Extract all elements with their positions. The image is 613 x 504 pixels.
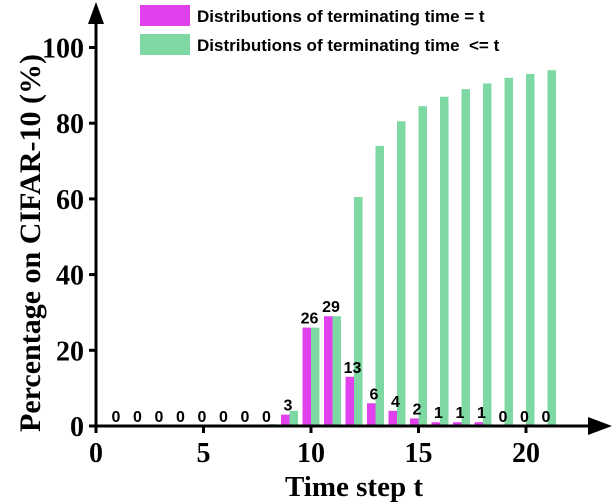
y-tick-label: 60 — [56, 185, 84, 216]
x-tick-label: 10 — [297, 438, 325, 469]
y-tick-label: 40 — [56, 261, 84, 292]
data-label: 0 — [262, 409, 271, 426]
bar-terminating-le-t — [526, 73, 535, 427]
data-label: 1 — [477, 405, 486, 422]
bar-terminating-eq-t — [302, 327, 311, 426]
data-label: 0 — [499, 409, 508, 426]
x-tick-label: 15 — [405, 438, 433, 469]
data-label: 0 — [133, 409, 142, 426]
bar-terminating-le-t — [483, 83, 492, 427]
y-tick-label: 80 — [56, 109, 84, 140]
data-label: 0 — [155, 409, 164, 426]
bar-terminating-le-t — [311, 327, 320, 426]
data-label: 0 — [219, 409, 228, 426]
y-axis-title: Percentage on CIFAR-10 (%) — [14, 54, 47, 432]
bar-terminating-le-t — [461, 89, 470, 426]
bar-terminating-le-t — [397, 121, 406, 427]
bar-terminating-le-t — [354, 197, 363, 426]
data-label: 6 — [370, 386, 379, 403]
data-label: 0 — [176, 409, 185, 426]
bar-terminating-le-t — [332, 316, 341, 426]
data-label: 0 — [112, 409, 121, 426]
x-tick-label: 5 — [197, 438, 211, 469]
bar-terminating-eq-t — [324, 316, 333, 426]
data-label: 1 — [434, 405, 443, 422]
bar-terminating-le-t — [289, 410, 298, 426]
x-tick-label: 0 — [89, 438, 103, 469]
bar-terminating-eq-t — [453, 422, 462, 426]
data-label: 2 — [413, 401, 422, 418]
x-axis-title: Time step t — [285, 471, 423, 503]
data-label: 0 — [198, 409, 207, 426]
data-label: 0 — [542, 409, 551, 426]
data-label: 3 — [284, 398, 293, 415]
data-label: 13 — [344, 360, 362, 377]
bar-terminating-eq-t — [281, 414, 290, 426]
legend-swatch-series-1 — [140, 5, 190, 26]
bar-terminating-eq-t — [431, 422, 440, 426]
data-label: 0 — [241, 409, 250, 426]
bar-terminating-eq-t — [388, 410, 397, 426]
bar-terminating-le-t — [418, 106, 427, 426]
legend-label-series-1: Distributions of terminating time = t — [197, 7, 485, 26]
y-tick-label: 100 — [42, 34, 84, 65]
bar-terminating-le-t — [440, 96, 449, 426]
legend-swatch-series-2 — [140, 34, 190, 55]
data-label: 26 — [301, 311, 319, 328]
axes-layer — [88, 2, 612, 435]
x-tick-label: 20 — [512, 438, 540, 469]
x-axis-arrow — [588, 417, 612, 435]
data-label: 0 — [520, 409, 529, 426]
bar-terminating-eq-t — [367, 403, 376, 426]
bar-terminating-eq-t — [410, 418, 419, 426]
data-label: 4 — [391, 394, 400, 411]
data-label: 29 — [322, 299, 340, 316]
bars-layer — [268, 70, 556, 427]
bar-terminating-le-t — [375, 145, 384, 426]
bar-terminating-eq-t — [474, 422, 483, 426]
y-axis-arrow — [88, 2, 104, 24]
y-tick-label: 20 — [56, 336, 84, 367]
bar-terminating-eq-t — [345, 376, 354, 426]
y-tick-label: 0 — [70, 412, 84, 443]
data-label: 1 — [456, 405, 465, 422]
bar-terminating-le-t — [504, 77, 513, 426]
legend-label-series-2: Distributions of terminating time <= t — [197, 36, 500, 55]
legend: Distributions of terminating time = t Di… — [140, 5, 500, 55]
bar-terminating-le-t — [547, 70, 556, 427]
